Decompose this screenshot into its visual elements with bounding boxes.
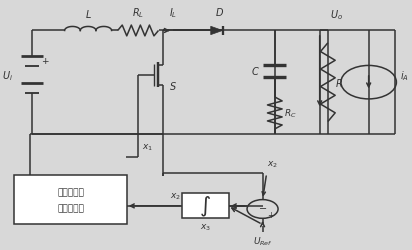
Text: $R$: $R$ bbox=[335, 77, 343, 89]
Text: $\int$: $\int$ bbox=[199, 194, 211, 218]
Text: $U_o$: $U_o$ bbox=[330, 8, 342, 22]
Text: $D$: $D$ bbox=[215, 6, 224, 18]
Text: $R_C$: $R_C$ bbox=[284, 107, 297, 120]
Text: $R_L$: $R_L$ bbox=[132, 6, 144, 20]
Text: $i_A$: $i_A$ bbox=[400, 68, 410, 82]
FancyBboxPatch shape bbox=[182, 194, 229, 218]
Text: $-$: $-$ bbox=[258, 201, 267, 211]
Text: $x_2$: $x_2$ bbox=[170, 191, 181, 202]
Text: $C$: $C$ bbox=[250, 64, 259, 76]
Text: $U_{Ref}$: $U_{Ref}$ bbox=[253, 234, 272, 247]
Text: $U_i$: $U_i$ bbox=[2, 68, 13, 82]
Text: $x_1$: $x_1$ bbox=[142, 142, 153, 152]
Text: $L$: $L$ bbox=[85, 8, 91, 20]
Text: +: + bbox=[41, 56, 49, 65]
Polygon shape bbox=[211, 27, 222, 36]
Text: 反馈控制器: 反馈控制器 bbox=[57, 204, 84, 212]
Text: $S$: $S$ bbox=[169, 79, 177, 91]
FancyBboxPatch shape bbox=[14, 175, 127, 224]
Text: 变增益状态: 变增益状态 bbox=[57, 188, 84, 197]
Text: $+$: $+$ bbox=[267, 209, 275, 219]
Text: $x_2$: $x_2$ bbox=[267, 159, 278, 169]
Text: $x_3$: $x_3$ bbox=[200, 222, 211, 232]
Text: $I_L$: $I_L$ bbox=[169, 6, 177, 20]
